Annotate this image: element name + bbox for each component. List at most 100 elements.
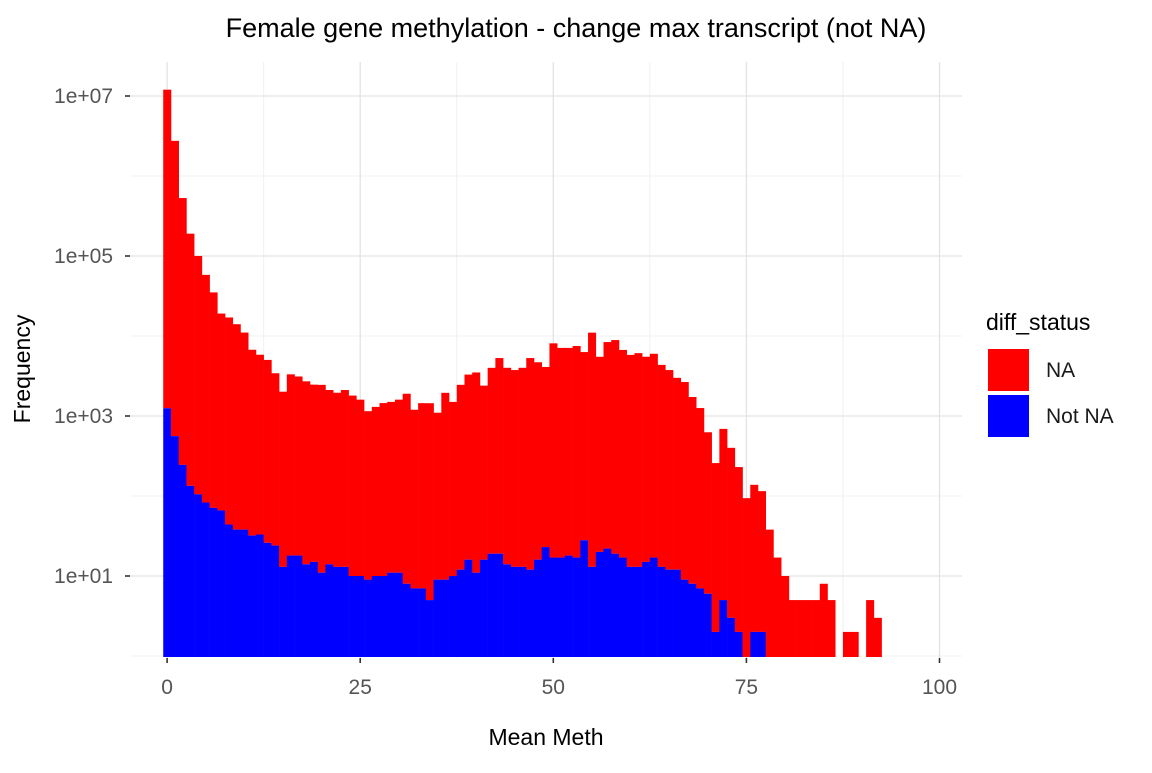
bar-not-na xyxy=(387,572,396,657)
bar-not-na xyxy=(673,569,682,657)
bar-not-na xyxy=(665,569,674,657)
bar-not-na xyxy=(510,566,519,657)
bar-na xyxy=(812,600,821,657)
bar-na xyxy=(595,356,604,552)
bar-na xyxy=(827,600,836,657)
y-tick-label: 1e+01 xyxy=(54,565,113,588)
bar-na xyxy=(727,447,736,618)
bar-na xyxy=(557,347,566,558)
bar-na xyxy=(873,617,882,657)
bar-na xyxy=(866,600,875,657)
bar-not-na xyxy=(618,557,627,657)
bar-not-na xyxy=(703,593,712,657)
bar-not-na xyxy=(472,572,481,657)
bar-not-na xyxy=(348,576,357,657)
bar-na xyxy=(642,356,651,562)
bar-na xyxy=(194,255,203,495)
bar-not-na xyxy=(379,576,388,657)
bar-na xyxy=(781,576,790,657)
bar-na xyxy=(248,349,257,536)
bar-not-na xyxy=(595,551,604,657)
bar-na xyxy=(410,409,419,589)
bar-na xyxy=(804,600,813,657)
bar-na xyxy=(433,412,442,580)
bar-not-na xyxy=(727,617,736,657)
bar-na xyxy=(309,384,319,562)
bar-na xyxy=(394,399,403,573)
bar-not-na xyxy=(402,583,411,657)
x-tick-label: 25 xyxy=(349,676,372,699)
bar-na xyxy=(240,332,249,530)
bar-na xyxy=(788,600,797,657)
bar-not-na xyxy=(479,559,488,657)
bar-na xyxy=(163,89,172,409)
bar-na xyxy=(279,391,288,567)
bar-not-na xyxy=(225,524,234,657)
legend: diff_status NA Not NA xyxy=(986,309,1114,437)
bar-not-na xyxy=(750,631,759,657)
bar-na xyxy=(796,600,805,657)
bar-not-na xyxy=(734,631,743,657)
bar-na xyxy=(441,392,450,580)
bar-not-na xyxy=(394,572,403,657)
legend-item-not-na: Not NA xyxy=(988,395,1114,437)
bar-na xyxy=(603,342,612,549)
bar-na xyxy=(456,384,465,570)
bar-not-na xyxy=(680,579,689,657)
bar-not-na xyxy=(240,529,249,657)
bar-na xyxy=(364,411,373,580)
bar-not-na xyxy=(541,547,550,657)
bar-not-na xyxy=(178,464,187,657)
bar-not-na xyxy=(279,566,288,657)
bar-na xyxy=(541,366,550,548)
bar-na xyxy=(348,395,357,576)
y-axis-title: Frequency xyxy=(9,314,35,423)
bar-not-na xyxy=(711,631,720,657)
bar-not-na xyxy=(309,561,319,657)
bar-na xyxy=(765,529,774,657)
legend-title: diff_status xyxy=(986,309,1090,335)
bar-not-na xyxy=(302,564,311,657)
bar-not-na xyxy=(170,436,179,657)
bars-layer xyxy=(163,89,882,657)
bar-na xyxy=(611,340,620,554)
legend-label-not-na: Not NA xyxy=(1046,405,1114,428)
bar-na xyxy=(232,324,241,530)
red-square-swatch xyxy=(988,349,1029,391)
x-tick-label: 0 xyxy=(161,676,173,699)
bar-na xyxy=(418,403,427,589)
bar-na xyxy=(688,396,697,584)
legend-label-na: NA xyxy=(1046,359,1075,382)
bar-na xyxy=(271,373,280,546)
bar-not-na xyxy=(425,600,434,657)
bar-na xyxy=(750,484,759,632)
bar-not-na xyxy=(533,559,543,657)
bar-na xyxy=(201,274,210,503)
bar-not-na xyxy=(340,566,349,657)
bar-na xyxy=(387,401,396,573)
bar-na xyxy=(170,140,179,437)
bar-na xyxy=(302,381,311,565)
bar-not-na xyxy=(657,566,666,657)
bar-na xyxy=(711,463,720,632)
bar-na xyxy=(842,631,851,657)
bar-not-na xyxy=(163,408,172,657)
x-tick-label: 75 xyxy=(735,676,758,699)
bar-not-na xyxy=(688,583,697,657)
bar-na xyxy=(425,403,434,601)
bar-not-na xyxy=(186,485,195,657)
bar-na xyxy=(186,233,195,486)
bar-not-na xyxy=(634,566,643,657)
bar-na xyxy=(618,349,627,558)
bar-na xyxy=(572,346,581,558)
bar-na xyxy=(657,364,666,567)
bar-not-na xyxy=(194,494,203,657)
bar-na xyxy=(225,317,234,525)
bar-not-na xyxy=(209,507,218,657)
bar-na xyxy=(217,313,226,511)
bar-not-na xyxy=(410,588,419,657)
bar-na xyxy=(526,358,535,570)
bar-na xyxy=(734,467,743,632)
bar-na xyxy=(850,631,859,657)
